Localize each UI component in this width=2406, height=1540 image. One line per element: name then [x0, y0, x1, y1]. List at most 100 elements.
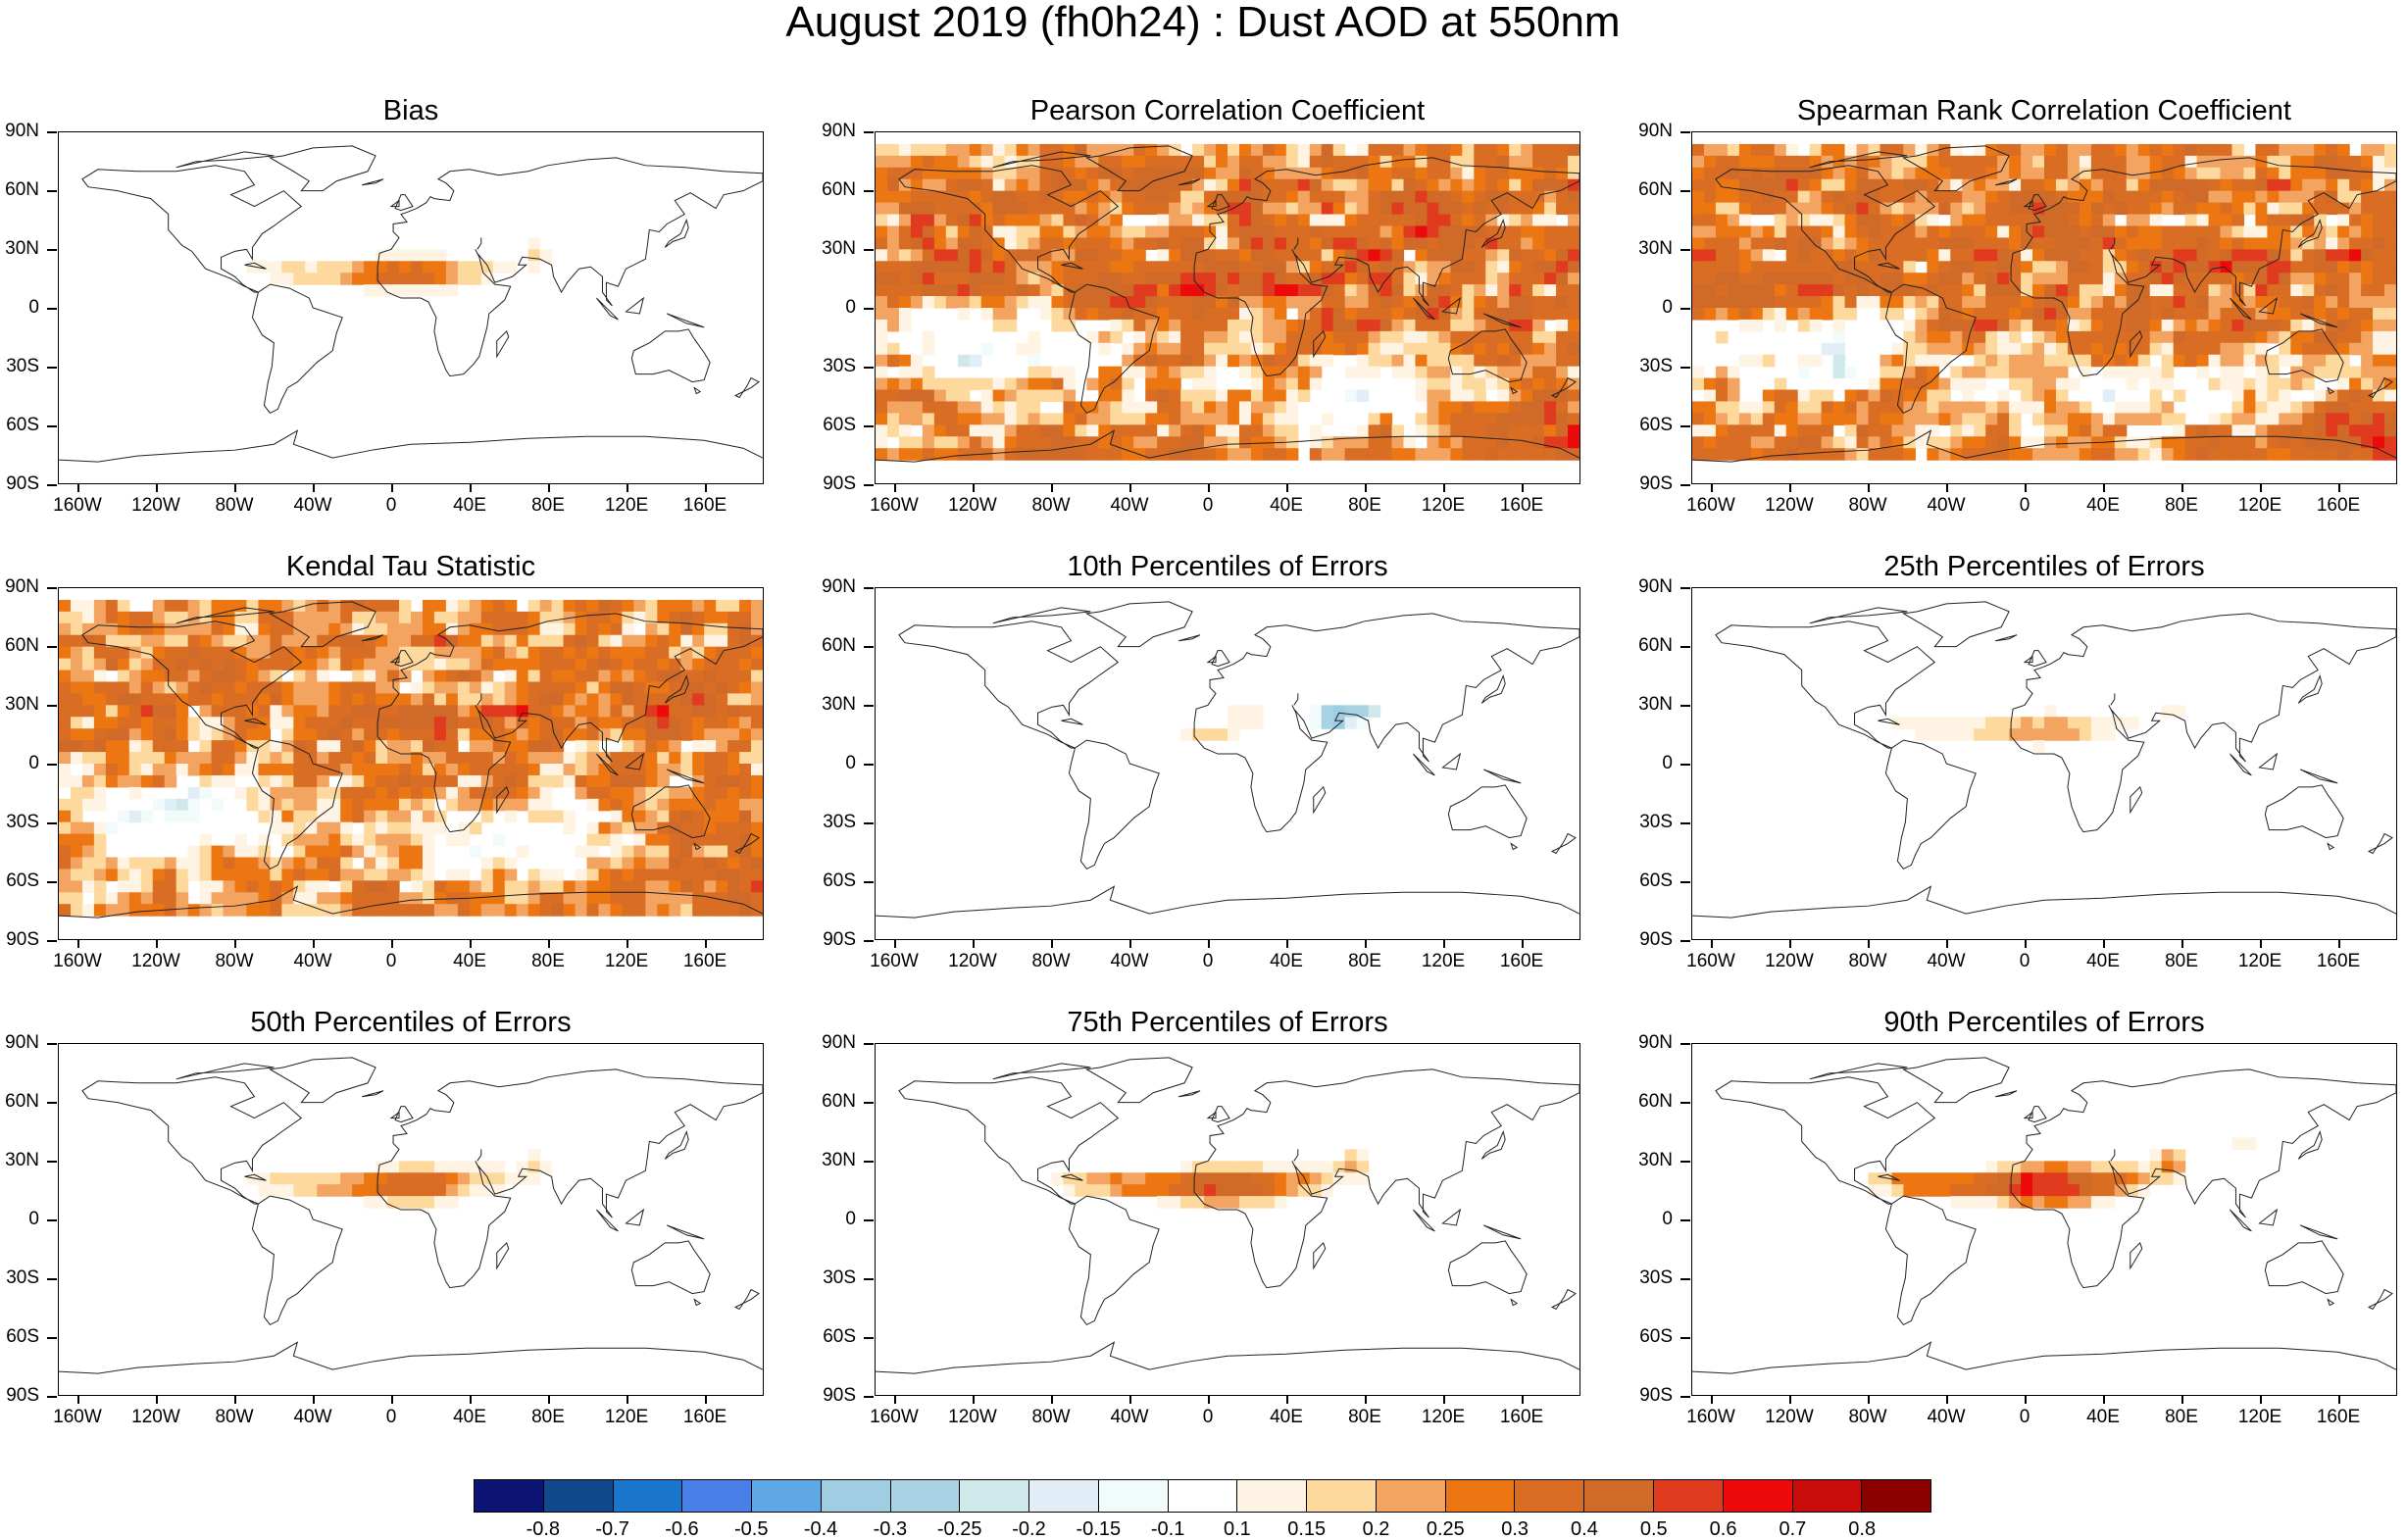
field-cell — [457, 880, 471, 893]
field-cell — [1703, 214, 1717, 227]
field-cell — [480, 599, 494, 613]
field-cell — [1157, 284, 1170, 297]
field-cell — [117, 810, 130, 823]
field-cell — [187, 634, 201, 648]
field-cell — [1004, 202, 1018, 216]
field-cell — [1344, 1149, 1358, 1162]
field-cell — [504, 693, 518, 706]
field-cell — [1122, 225, 1134, 238]
field-cell — [246, 646, 260, 660]
field-cell — [739, 892, 752, 905]
field-cell — [1075, 214, 1087, 227]
field-cell — [1997, 214, 2010, 227]
field-cell — [1832, 354, 1846, 368]
field-cell — [1903, 342, 1916, 356]
field-cell — [1703, 448, 1717, 461]
field-cell — [751, 740, 763, 753]
field-cell — [1938, 389, 1951, 403]
latitude-label: 0 — [845, 753, 856, 773]
field-cell — [1692, 178, 1705, 192]
field-cell — [527, 774, 541, 788]
field-cell — [2220, 249, 2233, 262]
field-cell — [433, 774, 447, 788]
field-cell — [527, 728, 541, 741]
field-cell — [575, 622, 588, 636]
field-cell — [1063, 401, 1077, 414]
field-cell — [59, 670, 72, 683]
field-cell — [2267, 413, 2280, 425]
field-cell — [1238, 448, 1252, 461]
field-cell — [1762, 202, 1776, 216]
longitude-label: 160W — [1686, 951, 1735, 971]
field-cell — [2009, 413, 2022, 425]
field-cell — [551, 728, 565, 741]
field-cell — [2208, 342, 2222, 356]
field-cell — [2067, 178, 2080, 192]
field-cell — [1238, 424, 1252, 437]
field-cell — [1028, 377, 1041, 391]
field-cell — [422, 634, 435, 648]
field-cell — [246, 622, 260, 636]
field-cell — [575, 774, 588, 788]
field-cell — [480, 646, 494, 660]
longitude-tick — [391, 940, 393, 948]
field-cell — [2231, 401, 2245, 414]
field-cell — [2267, 389, 2280, 403]
field-cell — [2009, 178, 2022, 192]
field-cell — [70, 717, 83, 729]
field-cell — [1098, 202, 1111, 216]
field-cell — [433, 284, 447, 297]
longitude-tick — [1868, 940, 1870, 948]
field-cell — [2337, 377, 2350, 391]
field-cell — [1133, 401, 1146, 414]
field-cell — [1063, 319, 1077, 332]
field-cell — [1157, 424, 1170, 437]
island-outline — [2023, 655, 2033, 664]
field-cell — [2302, 143, 2315, 157]
field-cell — [1274, 319, 1287, 332]
field-cell — [1238, 366, 1252, 379]
field-cell — [575, 892, 588, 905]
field-cell — [704, 833, 717, 847]
field-cell — [2279, 143, 2291, 157]
field-cell — [1950, 225, 1963, 238]
field-cell — [1356, 178, 1370, 192]
field-cell — [1703, 296, 1717, 309]
field-cell — [910, 225, 924, 238]
field-cell — [1844, 284, 1858, 297]
field-cell — [504, 634, 518, 648]
island-outline — [1878, 718, 1900, 725]
field-cell — [81, 670, 95, 683]
field-cell — [622, 810, 634, 823]
field-cell — [1462, 354, 1475, 368]
field-cell — [1403, 202, 1417, 216]
field-cell — [669, 622, 681, 636]
field-cell — [223, 752, 236, 765]
field-cell — [1250, 143, 1264, 157]
field-cell — [1216, 401, 1228, 414]
field-cell — [2326, 249, 2338, 262]
field-cell — [657, 740, 670, 753]
field-cell — [187, 670, 201, 683]
field-cell — [2173, 167, 2186, 180]
field-cell — [1738, 214, 1752, 227]
field-cell — [1004, 225, 1018, 238]
field-cell — [376, 611, 388, 624]
field-cell — [1715, 143, 1729, 157]
field-cell — [1274, 413, 1287, 425]
field-cell — [751, 798, 763, 812]
field-cell — [352, 1172, 365, 1185]
field-cell — [1250, 401, 1264, 414]
field-cell — [1039, 202, 1053, 216]
map-panel: Spearman Rank Correlation Coefficient 90N… — [1633, 96, 2398, 537]
field-cell — [433, 261, 447, 273]
island-outline — [596, 1209, 619, 1232]
panel-title: 10th Percentiles of Errors — [1067, 551, 1388, 582]
field-cell — [2126, 330, 2139, 344]
field-cell — [234, 693, 248, 706]
latitude-tick — [47, 881, 57, 883]
field-cell — [1368, 178, 1381, 192]
field-cell — [1321, 155, 1334, 169]
field-cell — [1891, 296, 1904, 309]
field-cell — [739, 611, 752, 624]
